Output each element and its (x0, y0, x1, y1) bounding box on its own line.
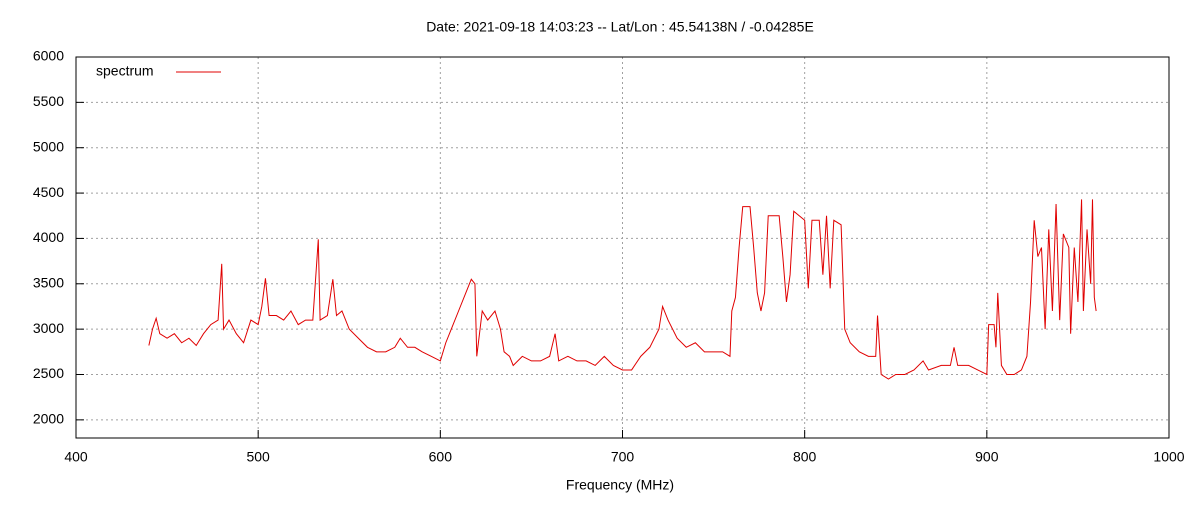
x-tick-label: 1000 (1153, 449, 1184, 465)
x-tick-label: 800 (793, 449, 817, 465)
x-tick-label: 700 (611, 449, 635, 465)
x-tick-label: 400 (64, 449, 88, 465)
x-tick-label: 600 (429, 449, 453, 465)
y-tick-label: 2000 (33, 411, 64, 427)
x-tick-label: 900 (975, 449, 999, 465)
y-tick-label: 3000 (33, 320, 64, 336)
y-tick-label: 3500 (33, 274, 64, 290)
y-tick-label: 4000 (33, 229, 64, 245)
chart-title: Date: 2021-09-18 14:03:23 -- Lat/Lon : 4… (426, 19, 814, 35)
y-tick-label: 6000 (33, 48, 64, 64)
y-tick-label: 2500 (33, 365, 64, 381)
y-tick-label: 5500 (33, 93, 64, 109)
y-tick-label: 5000 (33, 138, 64, 154)
x-axis-label: Frequency (MHz) (566, 477, 674, 493)
legend-label: spectrum (96, 63, 154, 79)
plot-frame (75, 56, 1170, 439)
series-line (148, 199, 1097, 380)
x-tick-label: 500 (246, 449, 270, 465)
y-tick-label: 4500 (33, 184, 64, 200)
